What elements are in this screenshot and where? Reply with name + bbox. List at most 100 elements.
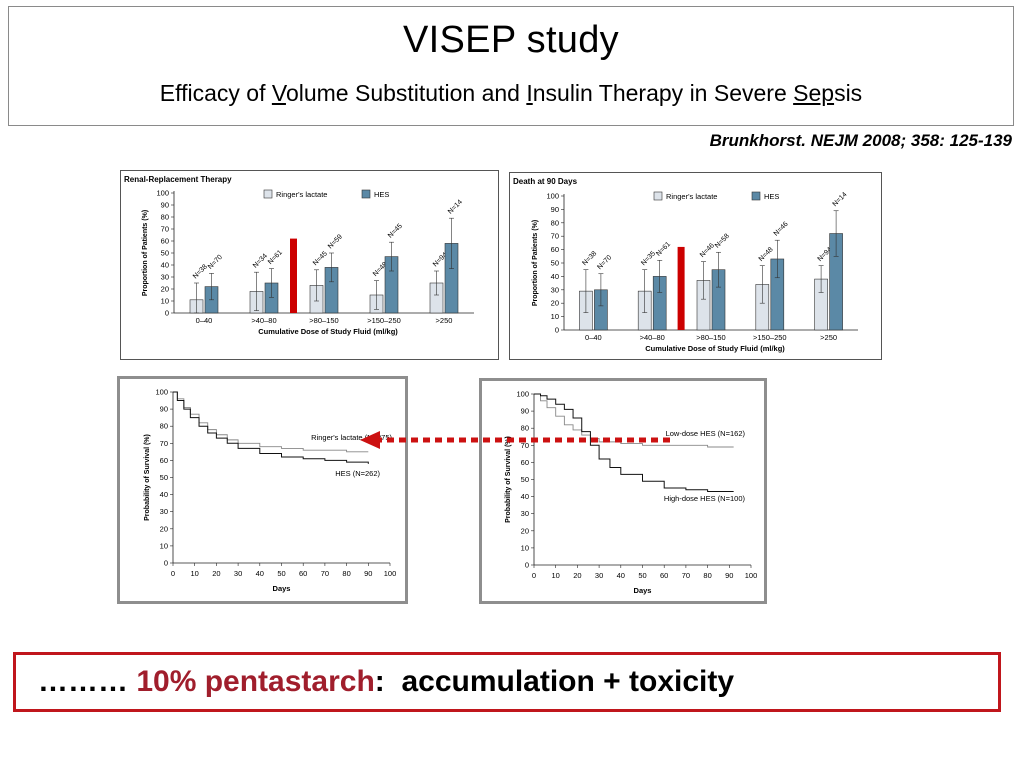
- subtitle-part: sis: [834, 80, 863, 106]
- km-panel-right: 0 10 20 30 40 50 60 70 80 90 100 0 10 20 30 40 50 60 70 80 9…: [479, 378, 767, 604]
- y-tick-label: 50: [521, 475, 529, 484]
- x-tick-label: 60: [299, 569, 307, 578]
- x-tick-label: 50: [277, 569, 285, 578]
- subtitle-part: Efficacy of: [159, 80, 272, 106]
- n-label: N=46: [773, 221, 790, 238]
- x-tick-label: 90: [725, 571, 733, 580]
- chart-title: Death at 90 Days: [513, 177, 578, 186]
- survival-chart-low-vs-high-hes: 0 10 20 30 40 50 60 70 80 90 100 0 10 20 30 40 50 60 70 80 9…: [505, 390, 758, 596]
- x-tick-label: >80–150: [309, 316, 338, 325]
- y-tick-label: 50: [551, 259, 559, 268]
- y-tick-label: 30: [160, 507, 168, 516]
- x-tick-label: >250: [820, 333, 837, 342]
- subtitle-underline: V: [271, 80, 286, 106]
- y-tick-label: 80: [521, 424, 529, 433]
- y-tick-label: 80: [160, 422, 168, 431]
- x-tick-label: 100: [745, 571, 758, 580]
- x-tick-label: 60: [660, 571, 668, 580]
- y-tick-label: 30: [551, 285, 559, 294]
- conclusion-highlight: 10% pentastarch: [136, 665, 375, 698]
- red-divider-marker: [290, 238, 297, 313]
- y-tick-label: 10: [521, 543, 529, 552]
- x-tick-label: 70: [682, 571, 690, 580]
- slide-title: VISEP study: [403, 19, 619, 61]
- y-tick-label: 20: [551, 299, 559, 308]
- x-axis-label: Cumulative Dose of Study Fluid (ml/kg): [258, 327, 398, 336]
- citation: Brunkhorst. NEJM 2008; 358: 125-139: [709, 131, 1012, 150]
- n-label: N=70: [207, 254, 224, 271]
- x-tick-label: >250: [436, 316, 453, 325]
- slide-subtitle: Efficacy of Volume Substitution and Insu…: [9, 80, 1013, 107]
- y-tick-label: 70: [160, 439, 168, 448]
- y-tick-label: 70: [521, 441, 529, 450]
- x-axis-label: Days: [634, 586, 652, 595]
- x-tick-label: >150–250: [367, 316, 401, 325]
- legend-swatch-hes: [361, 189, 371, 199]
- x-axis-label: Cumulative Dose of Study Fluid (ml/kg): [645, 344, 785, 353]
- y-tick-label: 0: [525, 561, 529, 570]
- red-divider-marker: [677, 246, 685, 330]
- n-label: N=14: [832, 191, 849, 208]
- y-tick-label: 100: [156, 189, 169, 198]
- death-bar-chart: Death at 90 Days Ringer's lactate HES 0 10 20…: [513, 177, 858, 353]
- x-tick-label: >150–250: [753, 333, 787, 342]
- chart-title: Renal-Replacement Therapy: [124, 175, 232, 184]
- y-tick-label: 0: [164, 559, 168, 568]
- y-axis-label: Probability of Survival (%): [505, 436, 512, 523]
- y-tick-label: 30: [161, 273, 169, 282]
- n-label: N=38: [581, 250, 598, 267]
- y-axis-label: Proportion of Patients (%): [142, 210, 149, 296]
- legend-swatch-ringer-s-lactate: [653, 191, 663, 201]
- y-tick-label: 70: [161, 225, 169, 234]
- y-tick-label: 90: [160, 405, 168, 414]
- n-label: N=58: [714, 233, 731, 250]
- y-axis-label: Proportion of Patients (%): [532, 220, 539, 306]
- x-tick-label: 90: [364, 569, 372, 578]
- y-tick-label: 100: [546, 192, 559, 201]
- survival-line-hes-n-262: [173, 391, 369, 464]
- survival-line-high-dose-hes-n-100: [534, 393, 734, 492]
- legend-swatch-hes: [751, 191, 761, 201]
- y-tick-label: 20: [521, 526, 529, 535]
- legend-label-ringer-s-lactate: Ringer's lactate: [276, 190, 327, 199]
- n-label: N=70: [596, 254, 613, 271]
- y-tick-label: 80: [551, 218, 559, 227]
- y-tick-label: 60: [521, 458, 529, 467]
- legend-label-ringer-s-lactate: Ringer's lactate: [666, 192, 717, 201]
- y-tick-label: 90: [551, 205, 559, 214]
- conclusion-colon: :: [374, 665, 385, 698]
- y-tick-label: 70: [551, 232, 559, 241]
- y-tick-label: 40: [521, 492, 529, 501]
- series-label-low-dose-hes-n-162: Low-dose HES (N=162): [666, 429, 746, 438]
- y-tick-label: 90: [161, 201, 169, 210]
- legend-label-hes: HES: [764, 192, 779, 201]
- n-label: N=61: [267, 249, 284, 266]
- n-label: N=14: [447, 199, 464, 216]
- subtitle-part: nsulin Therapy in Severe: [532, 80, 794, 106]
- y-tick-label: 40: [551, 272, 559, 281]
- y-tick-label: 60: [551, 245, 559, 254]
- conclusion-box: ……… 10% pentastarch: accumulation + toxi…: [13, 652, 1001, 712]
- y-tick-label: 10: [161, 297, 169, 306]
- n-label: N=45: [312, 250, 329, 267]
- y-tick-label: 50: [160, 473, 168, 482]
- y-tick-label: 50: [161, 249, 169, 258]
- n-label: N=45: [387, 223, 404, 240]
- rrt-bar-chart: Renal-Replacement Therapy Ringer's lactat…: [124, 175, 474, 336]
- series-label-high-dose-hes-n-100: High-dose HES (N=100): [664, 494, 746, 503]
- x-tick-label: 30: [234, 569, 242, 578]
- x-tick-label: 100: [384, 569, 397, 578]
- y-tick-label: 40: [161, 261, 169, 270]
- subtitle-part: olume Substitution and: [285, 80, 527, 106]
- legend-swatch-ringer-s-lactate: [263, 189, 273, 199]
- subtitle-underline: Sep: [793, 80, 835, 106]
- y-tick-label: 60: [160, 456, 168, 465]
- y-tick-label: 60: [161, 237, 169, 246]
- y-tick-label: 0: [165, 309, 169, 318]
- x-tick-label: 40: [617, 571, 625, 580]
- x-tick-label: 40: [256, 569, 264, 578]
- survival-line-low-dose-hes-n-162: [534, 393, 734, 448]
- x-tick-label: 10: [552, 571, 560, 580]
- survival-line-ringer-s-lactate-n-275: [173, 391, 369, 453]
- km-panel-left: 0 10 20 30 40 50 60 70 80 90 100 0 10 20 30 40 50 60 70 80 9…: [117, 376, 408, 604]
